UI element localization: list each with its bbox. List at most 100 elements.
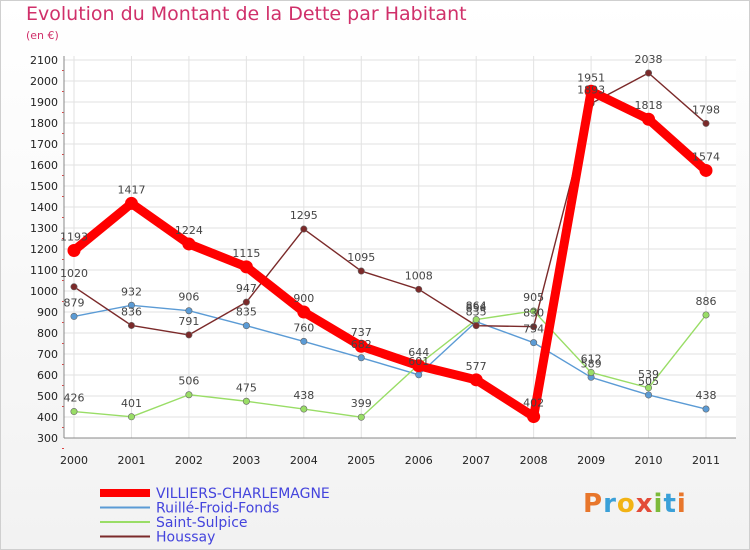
x-tick-label: 2009 <box>577 454 605 467</box>
logo-letter: o <box>616 489 636 519</box>
x-tick-label: 2004 <box>290 454 318 467</box>
chart-title: Evolution du Montant de la Dette par Hab… <box>26 3 467 25</box>
data-label: 830 <box>523 307 544 320</box>
data-point <box>530 323 538 331</box>
data-label: 906 <box>178 291 199 304</box>
data-point <box>527 410 541 424</box>
data-label: 426 <box>64 392 85 405</box>
data-point <box>645 391 653 399</box>
data-point <box>242 322 250 330</box>
data-point <box>699 163 713 177</box>
data-point <box>357 413 365 421</box>
data-label: 886 <box>696 295 717 308</box>
data-label: 835 <box>236 306 257 319</box>
data-label: 737 <box>351 326 372 339</box>
data-label: 1224 <box>175 224 203 237</box>
data-label: 1020 <box>60 267 88 280</box>
y-tick-label: 1300 <box>30 222 58 235</box>
logo-letter: x <box>635 489 654 519</box>
data-label: 589 <box>581 357 602 370</box>
data-point <box>469 373 483 387</box>
y-tick-label: 1000 <box>30 285 58 298</box>
data-label: 1095 <box>347 251 375 264</box>
proxiti-logo: Proxiti <box>583 489 687 519</box>
data-label: 402 <box>523 397 544 410</box>
legend-label: Houssay <box>156 530 215 546</box>
data-point <box>702 119 710 127</box>
data-point <box>645 69 653 77</box>
y-tick-label: 1500 <box>30 180 58 193</box>
y-tick-label: 900 <box>37 306 58 319</box>
y-tick-label: 1900 <box>30 96 58 109</box>
data-label: 864 <box>466 300 487 313</box>
data-point <box>70 312 78 320</box>
data-point <box>127 301 135 309</box>
x-tick-label: 2008 <box>520 454 548 467</box>
y-tick-label: 1100 <box>30 264 58 277</box>
data-point <box>239 260 253 274</box>
x-tick-label: 2003 <box>232 454 260 467</box>
data-label: 1574 <box>692 150 720 163</box>
data-point <box>530 307 538 315</box>
data-point <box>242 298 250 306</box>
data-point <box>354 339 368 353</box>
legend-label: Ruillé-Froid-Fonds <box>156 501 279 517</box>
data-label: 601 <box>408 355 429 368</box>
x-tick-label: 2002 <box>175 454 203 467</box>
data-point <box>412 359 426 373</box>
data-label: 947 <box>236 282 257 295</box>
x-tick-label: 2000 <box>60 454 88 467</box>
x-tick-label: 2006 <box>405 454 433 467</box>
data-point <box>530 339 538 347</box>
legend-label: Saint-Sulpice <box>156 515 248 531</box>
data-label: 505 <box>638 375 659 388</box>
logo-letter: r <box>603 489 617 519</box>
data-label: 506 <box>178 375 199 388</box>
data-point <box>185 391 193 399</box>
data-label: 401 <box>121 397 142 410</box>
plot-area <box>64 56 736 438</box>
data-label: 475 <box>236 381 257 394</box>
legend-label: VILLIERS-CHARLEMAGNE <box>156 486 330 502</box>
data-point <box>67 243 81 257</box>
logo-letter: i <box>653 489 664 519</box>
data-point <box>297 305 311 319</box>
data-point <box>127 413 135 421</box>
data-point <box>127 321 135 329</box>
y-tick-label: 2100 <box>30 54 58 67</box>
data-label: 644 <box>408 346 429 359</box>
data-point <box>182 237 196 251</box>
y-tick-label: 1200 <box>30 243 58 256</box>
data-label: 539 <box>638 368 659 381</box>
series-line <box>73 304 707 410</box>
data-point <box>415 285 423 293</box>
data-label: 1818 <box>635 99 663 112</box>
data-label: 900 <box>293 292 314 305</box>
data-point <box>185 307 193 315</box>
data-label: 932 <box>121 285 142 298</box>
y-tick-label: 800 <box>37 327 58 340</box>
data-label: 1295 <box>290 209 318 222</box>
data-label: 879 <box>64 296 85 309</box>
data-point <box>415 371 423 379</box>
logo-letter: P <box>583 489 604 519</box>
y-tick-label: 1400 <box>30 201 58 214</box>
data-point <box>300 405 308 413</box>
data-label: 1008 <box>405 269 433 282</box>
data-point <box>702 405 710 413</box>
data-label: 835 <box>466 306 487 319</box>
data-label: 682 <box>351 338 372 351</box>
data-point <box>357 354 365 362</box>
x-tick-label: 2007 <box>462 454 490 467</box>
y-tick-label: 300 <box>37 432 58 445</box>
data-point <box>702 311 710 319</box>
data-point <box>587 368 595 376</box>
x-tick-label: 2001 <box>117 454 145 467</box>
data-label: 854 <box>466 302 487 315</box>
logo-letter: i <box>676 489 687 519</box>
data-point <box>472 322 480 330</box>
x-tick-label: 2005 <box>347 454 375 467</box>
data-label: 577 <box>466 360 487 373</box>
series-line <box>73 310 707 418</box>
